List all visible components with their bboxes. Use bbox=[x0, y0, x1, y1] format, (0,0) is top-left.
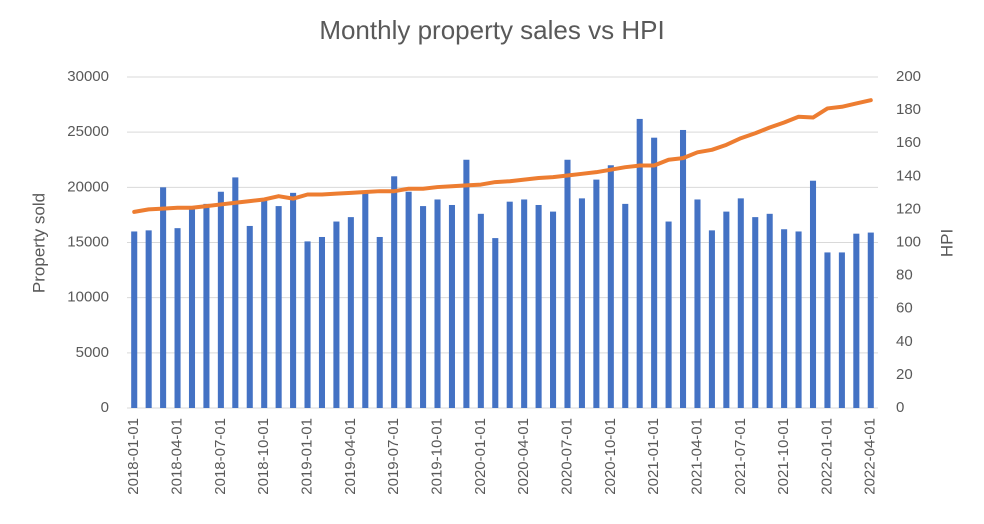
bar bbox=[867, 232, 874, 408]
bar bbox=[737, 198, 744, 408]
bar bbox=[362, 192, 369, 408]
bar bbox=[405, 191, 412, 408]
x-tick-label: 2021-04-01 bbox=[688, 418, 705, 495]
x-tick-label: 2019-01-01 bbox=[298, 418, 315, 495]
y2-tick-label: 160 bbox=[896, 134, 921, 151]
x-tick-label: 2020-01-01 bbox=[472, 418, 489, 495]
bar bbox=[420, 206, 427, 408]
x-tick-label: 2018-10-01 bbox=[255, 418, 272, 495]
bar bbox=[535, 204, 542, 408]
bar bbox=[838, 252, 845, 408]
bar bbox=[463, 159, 470, 408]
bar bbox=[521, 199, 528, 408]
bar bbox=[160, 187, 167, 408]
y-tick-label: 15000 bbox=[67, 233, 109, 250]
bar bbox=[333, 221, 340, 408]
bar bbox=[290, 192, 297, 408]
bar bbox=[665, 221, 672, 408]
x-tick-label: 2018-01-01 bbox=[125, 418, 142, 495]
y2-tick-label: 180 bbox=[896, 101, 921, 118]
bar bbox=[188, 209, 196, 408]
y2-tick-label: 200 bbox=[896, 68, 921, 85]
bar bbox=[622, 203, 629, 408]
bar bbox=[708, 230, 715, 408]
bar bbox=[131, 231, 138, 408]
x-tick-label: 2022-04-01 bbox=[862, 418, 879, 495]
bar bbox=[261, 199, 268, 408]
bar bbox=[795, 231, 802, 408]
bar bbox=[448, 204, 455, 408]
bar bbox=[550, 211, 557, 408]
bar bbox=[203, 203, 210, 408]
y-tick-label: 30000 bbox=[67, 68, 109, 85]
bar bbox=[477, 213, 484, 408]
x-tick-label: 2020-10-01 bbox=[602, 418, 619, 495]
bar bbox=[564, 159, 571, 408]
layer bbox=[127, 76, 878, 409]
bar bbox=[766, 213, 773, 408]
bar bbox=[506, 201, 513, 408]
y2-tick-label: 0 bbox=[896, 399, 904, 416]
y-tick-label: 0 bbox=[101, 399, 109, 416]
y2-tick-label: 60 bbox=[896, 300, 913, 317]
bar bbox=[809, 180, 817, 408]
y2-tick-label: 20 bbox=[896, 366, 913, 383]
bar bbox=[636, 118, 643, 408]
layer: 0 5000 10000 15000 20000 25000 30000 0 20 40 60 80 1… bbox=[67, 68, 921, 495]
x-tick-label: 2021-10-01 bbox=[775, 418, 792, 495]
bar bbox=[318, 236, 326, 408]
bar bbox=[752, 217, 759, 408]
bar bbox=[246, 225, 253, 408]
y-tick-label: 10000 bbox=[67, 289, 109, 306]
bar bbox=[391, 176, 398, 408]
y2-tick-label: 100 bbox=[896, 233, 921, 250]
y2-tick-label: 80 bbox=[896, 267, 913, 284]
bar bbox=[824, 252, 831, 408]
bar bbox=[217, 191, 224, 408]
x-tick-label: 2020-07-01 bbox=[558, 418, 575, 495]
x-tick-label: 2019-04-01 bbox=[342, 418, 359, 495]
y2-tick-label: 40 bbox=[896, 333, 913, 350]
y-tick-label: 25000 bbox=[67, 123, 109, 140]
y-tick-label: 20000 bbox=[67, 178, 109, 195]
x-tick-label: 2021-01-01 bbox=[645, 418, 662, 495]
bar bbox=[723, 211, 730, 408]
y-axis-title: Property sold bbox=[29, 193, 48, 293]
bar bbox=[347, 217, 354, 408]
bar bbox=[781, 229, 788, 408]
bar bbox=[434, 199, 441, 408]
y2-tick-label: 140 bbox=[896, 167, 921, 184]
x-tick-label: 2019-07-01 bbox=[385, 418, 402, 495]
y-tick-label: 5000 bbox=[76, 344, 109, 361]
bar bbox=[232, 177, 239, 408]
bar bbox=[145, 230, 152, 408]
layer bbox=[131, 118, 874, 408]
bar bbox=[694, 199, 701, 408]
bar bbox=[578, 198, 585, 408]
x-tick-label: 2021-07-01 bbox=[732, 418, 749, 495]
bar bbox=[174, 228, 181, 408]
bar bbox=[275, 206, 282, 408]
bar bbox=[853, 233, 860, 408]
bar bbox=[304, 241, 311, 408]
bar bbox=[607, 165, 614, 408]
x-tick-label: 2020-04-01 bbox=[515, 418, 532, 495]
bar bbox=[593, 179, 600, 408]
y2-axis-title: HPI bbox=[937, 229, 956, 257]
x-tick-label: 2019-10-01 bbox=[428, 418, 445, 495]
bar bbox=[651, 137, 658, 408]
x-tick-label: 2018-07-01 bbox=[212, 418, 229, 495]
bar bbox=[492, 238, 499, 408]
x-tick-label: 2018-04-01 bbox=[169, 418, 186, 495]
x-tick-label: 2022-01-01 bbox=[818, 418, 835, 495]
chart-title: Monthly property sales vs HPI bbox=[319, 15, 664, 45]
bar bbox=[376, 236, 383, 408]
y2-tick-label: 120 bbox=[896, 200, 921, 217]
bar bbox=[679, 129, 687, 408]
line bbox=[132, 98, 873, 214]
